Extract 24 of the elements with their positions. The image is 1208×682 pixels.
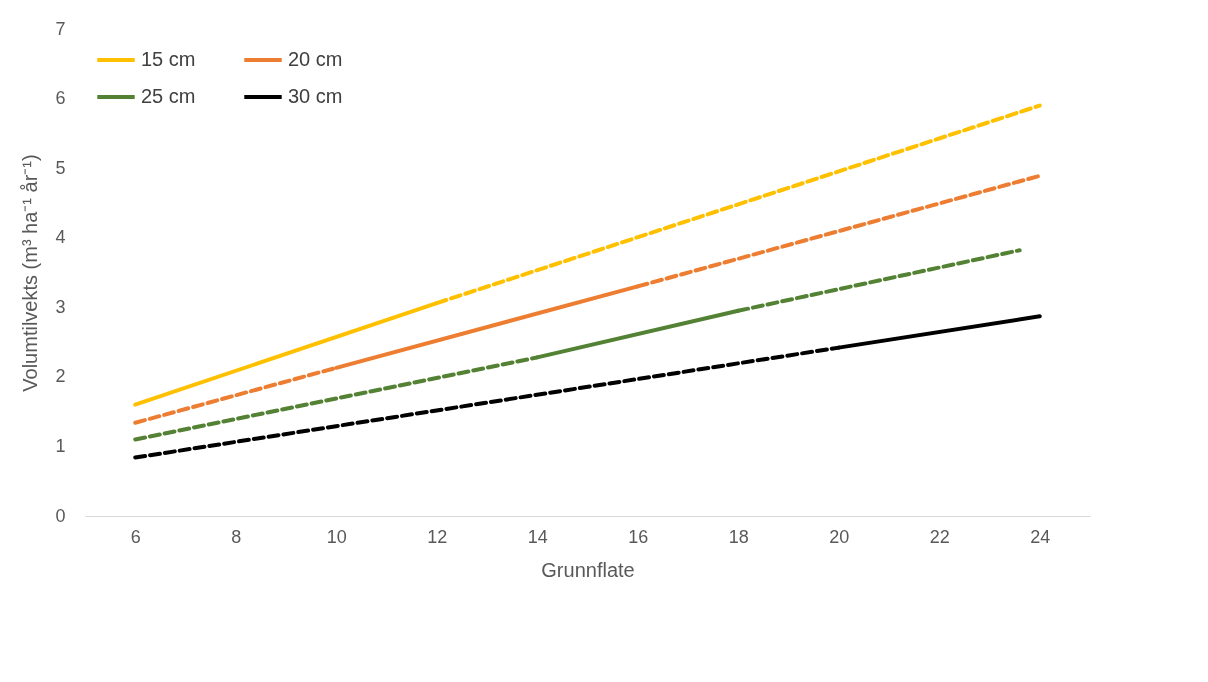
x-tick-label: 18	[728, 526, 749, 547]
x-tick-label: 14	[527, 526, 548, 547]
y-axis-title: Volumtilvekts (m³ ha⁻¹ år⁻¹)	[19, 154, 42, 392]
x-tick-label: 24	[1030, 526, 1051, 547]
legend-label: 15 cm	[141, 48, 196, 70]
x-tick-label: 22	[929, 526, 950, 547]
x-tick-label: 8	[231, 526, 242, 547]
x-tick-label: 16	[628, 526, 649, 547]
y-tick-label: 6	[55, 88, 66, 109]
y-tick-label: 1	[55, 435, 66, 456]
x-axis-title: Grunnflate	[541, 558, 635, 581]
y-tick-label: 3	[55, 296, 66, 317]
x-tick-label: 12	[427, 526, 448, 547]
y-tick-label: 0	[55, 505, 66, 526]
y-tick-label: 5	[55, 157, 66, 178]
legend-label: 25 cm	[141, 85, 196, 107]
y-tick-label: 4	[55, 227, 66, 248]
y-tick-label: 2	[55, 366, 66, 387]
x-tick-label: 20	[829, 526, 850, 547]
x-tick-label: 6	[130, 526, 141, 547]
legend-label: 20 cm	[288, 48, 343, 70]
y-tick-label: 7	[55, 18, 66, 39]
legend-label: 30 cm	[288, 85, 343, 107]
x-tick-label: 10	[326, 526, 347, 547]
